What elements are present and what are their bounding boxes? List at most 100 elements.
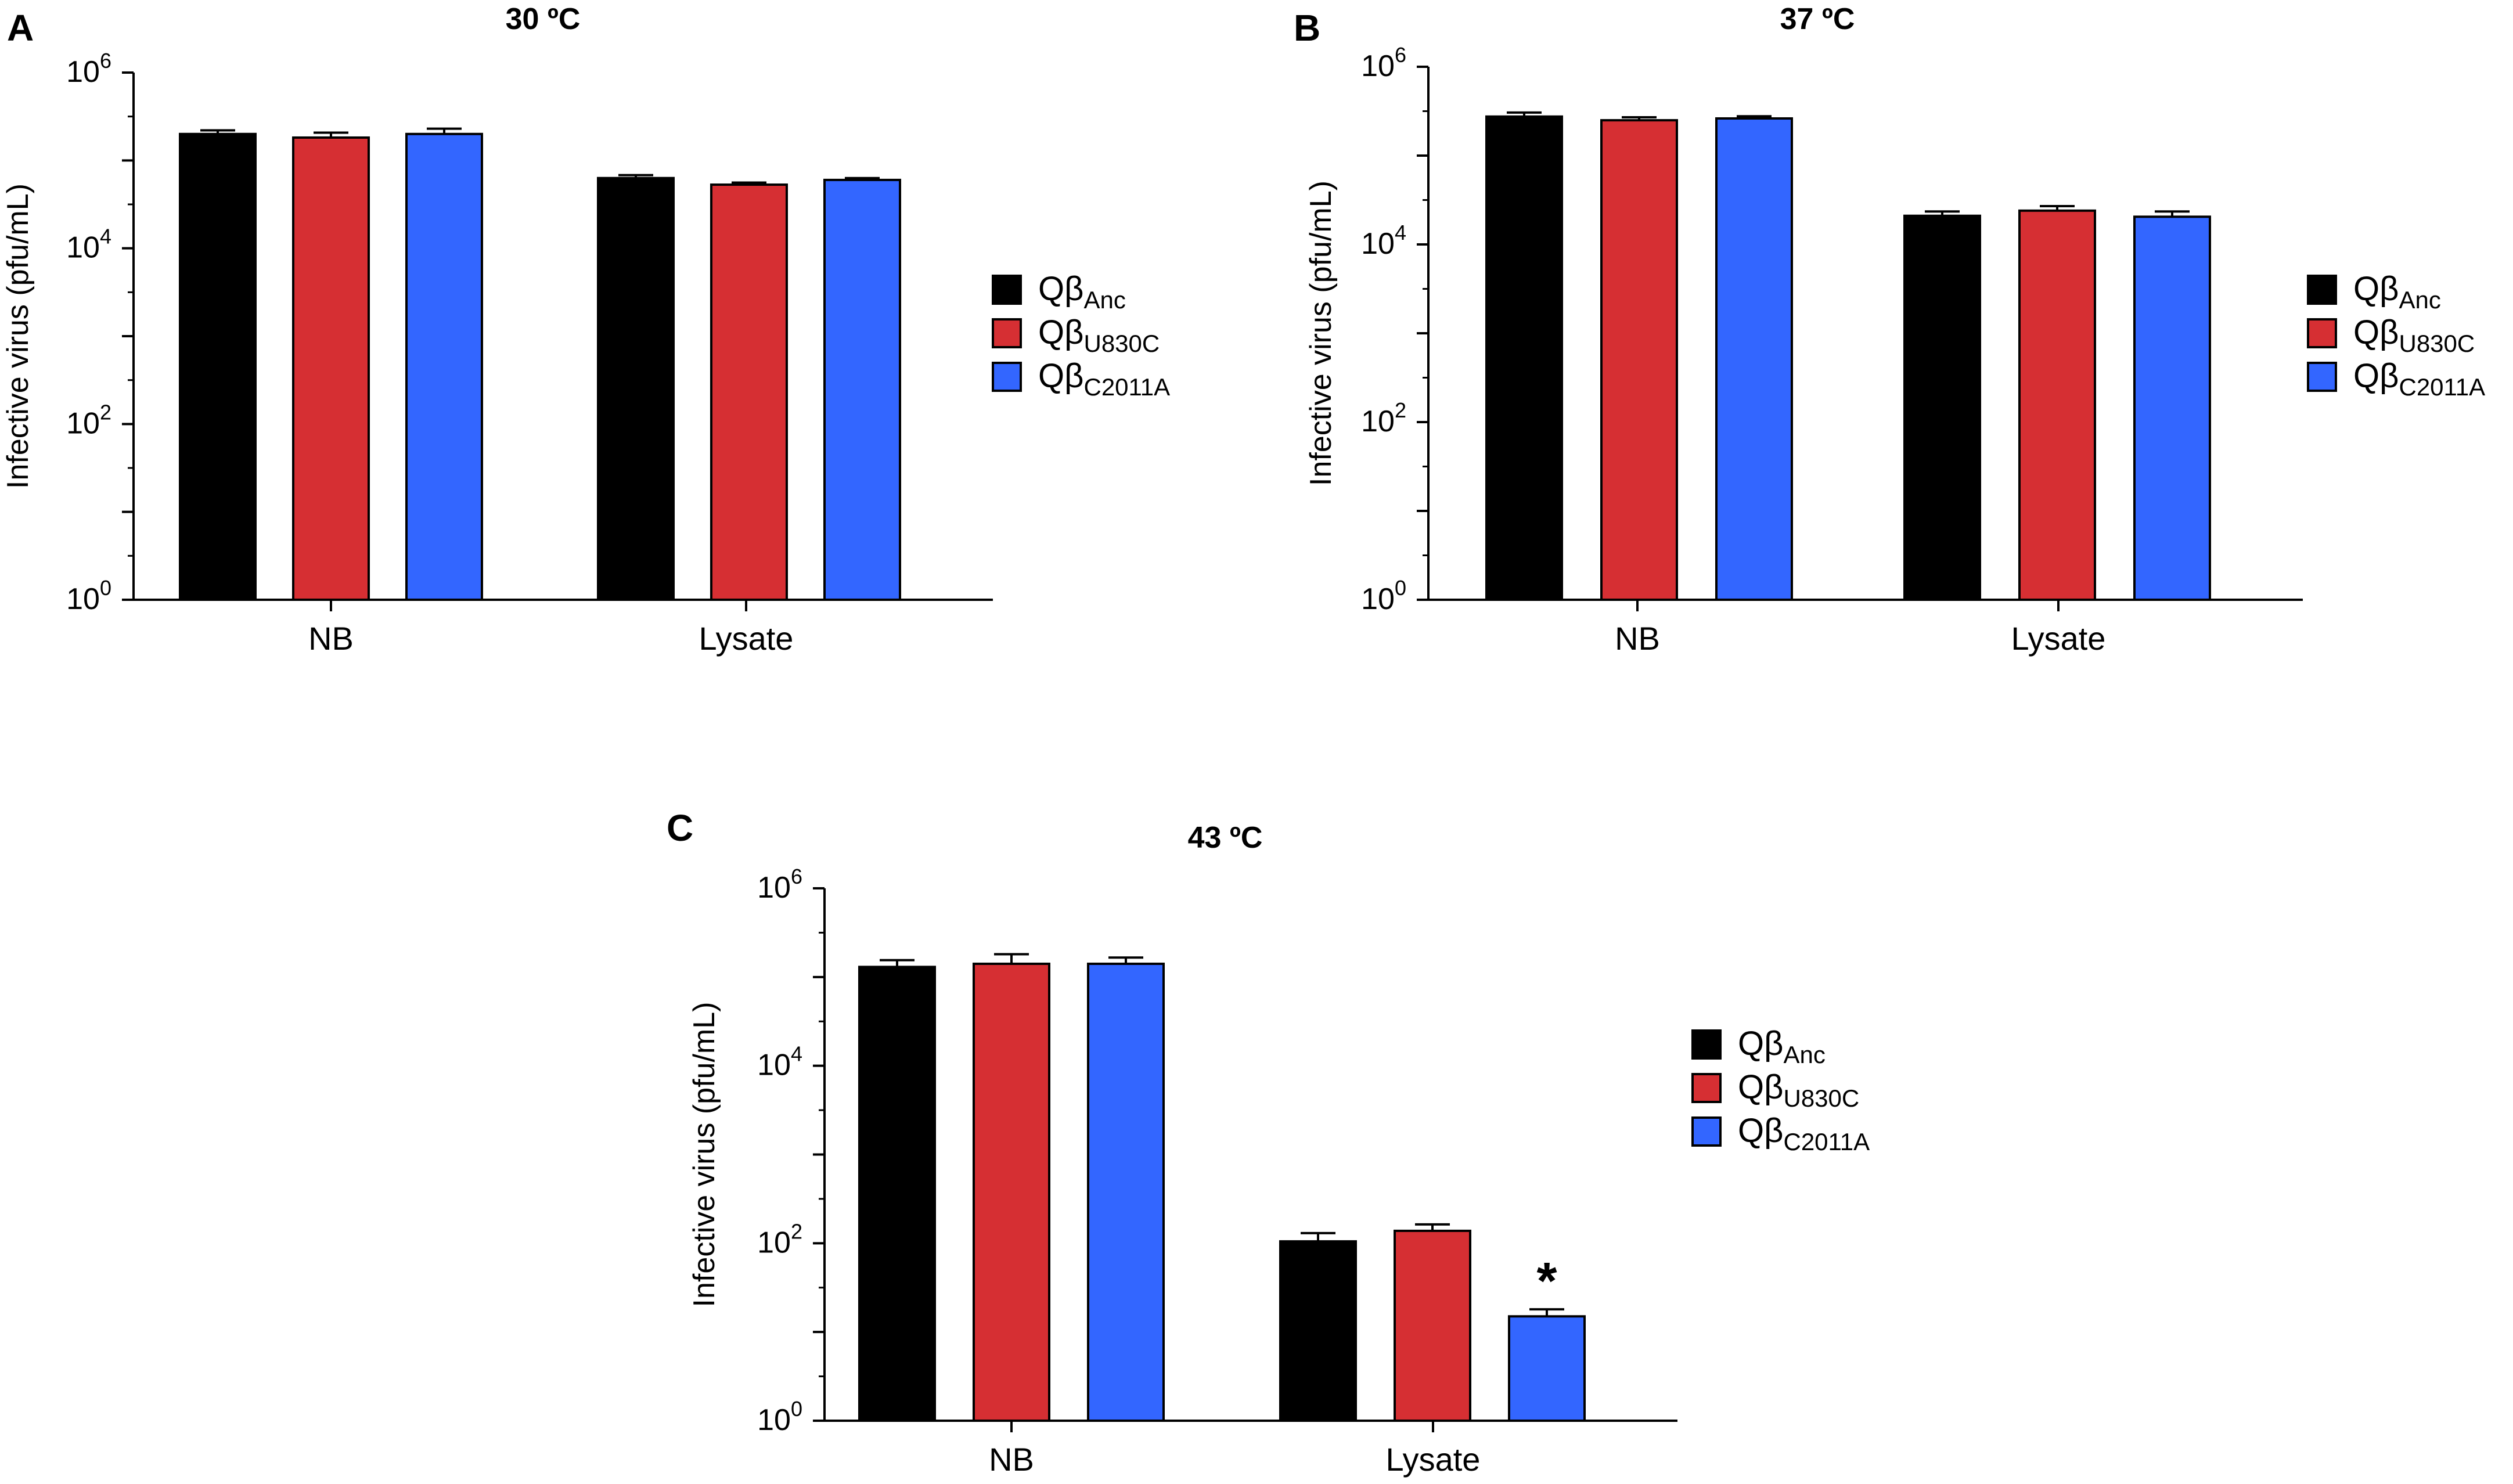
y-tick-base: 10 [1361,227,1395,261]
y-tick-exponent: 2 [100,400,111,424]
bar-anc-nb [179,132,257,601]
y-tick-label: 102 [1361,398,1406,438]
legend-prefix: Qβ [1038,314,1083,351]
chart-title: 37 ºC [1780,2,1855,36]
y-tick-base: 10 [757,871,791,905]
y-tick-label: 104 [757,1042,802,1082]
y-tick-exponent: 0 [100,576,111,600]
bar-u830c-nb [1600,119,1678,601]
x-category-label: Lysate [1386,1441,1481,1478]
legend-label-u830c: QβU830C [2353,314,2475,357]
legend-subscript: U830C [1783,1085,1859,1112]
bar-anc-lysate [597,177,675,601]
bar-u830c-nb [973,963,1050,1422]
legend-prefix: Qβ [1038,270,1083,308]
legend-label-anc: QβAnc [1038,270,1126,314]
legend-label-u830c: QβU830C [1738,1068,1859,1112]
bar-c2011a-lysate [823,178,901,601]
y-tick-base: 10 [1361,582,1395,616]
legend-swatch-c2011a [1691,1116,1722,1147]
bar-u830c-nb [292,136,370,601]
y-axis-label: Infective virus (pfu/mL) [1304,181,1338,486]
y-tick-exponent: 6 [100,49,111,73]
legend-prefix: Qβ [1038,357,1083,395]
legend-swatch-anc [992,275,1022,305]
legend-subscript: U830C [2399,330,2475,357]
y-tick-label: 106 [66,49,111,89]
y-tick-base: 10 [66,231,100,265]
bar-anc-lysate [1903,214,1981,601]
significance-star: * [1536,1252,1557,1310]
y-tick-base: 10 [1361,49,1395,83]
legend-prefix: Qβ [1738,1025,1783,1062]
x-category-label: Lysate [699,620,794,657]
y-tick-exponent: 6 [1395,43,1406,67]
y-tick-exponent: 2 [791,1219,802,1243]
legend-swatch-u830c [2307,318,2337,348]
legend-prefix: Qβ [2353,270,2399,308]
y-tick-base: 10 [757,1403,791,1437]
y-tick-base: 10 [1361,405,1395,438]
bar-c2011a-nb [405,132,483,601]
y-tick-label: 106 [757,865,802,905]
y-tick-label: 100 [1361,576,1406,616]
legend-swatch-anc [2307,275,2337,305]
legend-subscript: C2011A [1783,1128,1870,1155]
y-tick-exponent: 0 [1395,576,1406,600]
bar-c2011a-lysate [1508,1315,1586,1422]
legend-swatch-c2011a [2307,362,2337,392]
legend-prefix: Qβ [2353,357,2399,395]
y-tick-label: 100 [66,576,111,616]
y-tick-base: 10 [66,55,100,89]
x-category-label: NB [308,620,354,657]
bar-anc-lysate [1279,1240,1357,1422]
x-category-label: NB [989,1441,1034,1478]
x-category-label: NB [1615,620,1660,657]
bar-anc-nb [858,966,936,1422]
legend-subscript: C2011A [2399,373,2485,401]
panel-letter: A [7,7,34,49]
legend-subscript: Anc [1083,286,1125,314]
bar-u830c-lysate [710,183,788,601]
x-category-label: Lysate [2011,620,2106,657]
legend-label-u830c: QβU830C [1038,314,1160,357]
y-tick-exponent: 4 [1395,221,1406,244]
y-tick-exponent: 6 [791,865,802,888]
legend-subscript: Anc [1783,1041,1825,1068]
y-tick-exponent: 0 [791,1397,802,1421]
legend-prefix: Qβ [1738,1112,1783,1150]
y-tick-exponent: 4 [100,225,111,248]
y-tick-base: 10 [66,406,100,440]
y-tick-label: 104 [1361,221,1406,261]
y-tick-label: 102 [66,400,111,440]
y-axis-label: Infective virus (pfu/mL) [1,183,35,489]
chart-title: 30 ºC [506,2,581,36]
legend-label-anc: QβAnc [1738,1025,1826,1068]
bar-c2011a-nb [1715,117,1793,601]
legend-label-anc: QβAnc [2353,270,2441,314]
y-tick-exponent: 2 [1395,398,1406,422]
legend-label-c2011a: QβC2011A [2353,357,2485,401]
y-tick-exponent: 4 [791,1042,802,1066]
chart-title: 43 ºC [1188,821,1263,855]
y-tick-base: 10 [66,582,100,616]
y-tick-base: 10 [757,1226,791,1259]
legend-swatch-u830c [1691,1073,1722,1103]
legend-subscript: Anc [2399,286,2440,314]
legend-subscript: C2011A [1083,373,1170,401]
bar-u830c-lysate [2018,209,2096,601]
legend-label-c2011a: QβC2011A [1038,357,1170,401]
legend-label-c2011a: QβC2011A [1738,1112,1870,1155]
bar-c2011a-lysate [2133,215,2211,601]
y-tick-label: 104 [66,225,111,265]
legend-swatch-u830c [992,318,1022,348]
legend-prefix: Qβ [2353,314,2399,351]
legend-swatch-anc [1691,1029,1722,1060]
bar-c2011a-nb [1087,963,1165,1422]
legend-prefix: Qβ [1738,1068,1783,1106]
panel-letter: B [1294,7,1320,49]
bar-u830c-lysate [1394,1229,1471,1422]
